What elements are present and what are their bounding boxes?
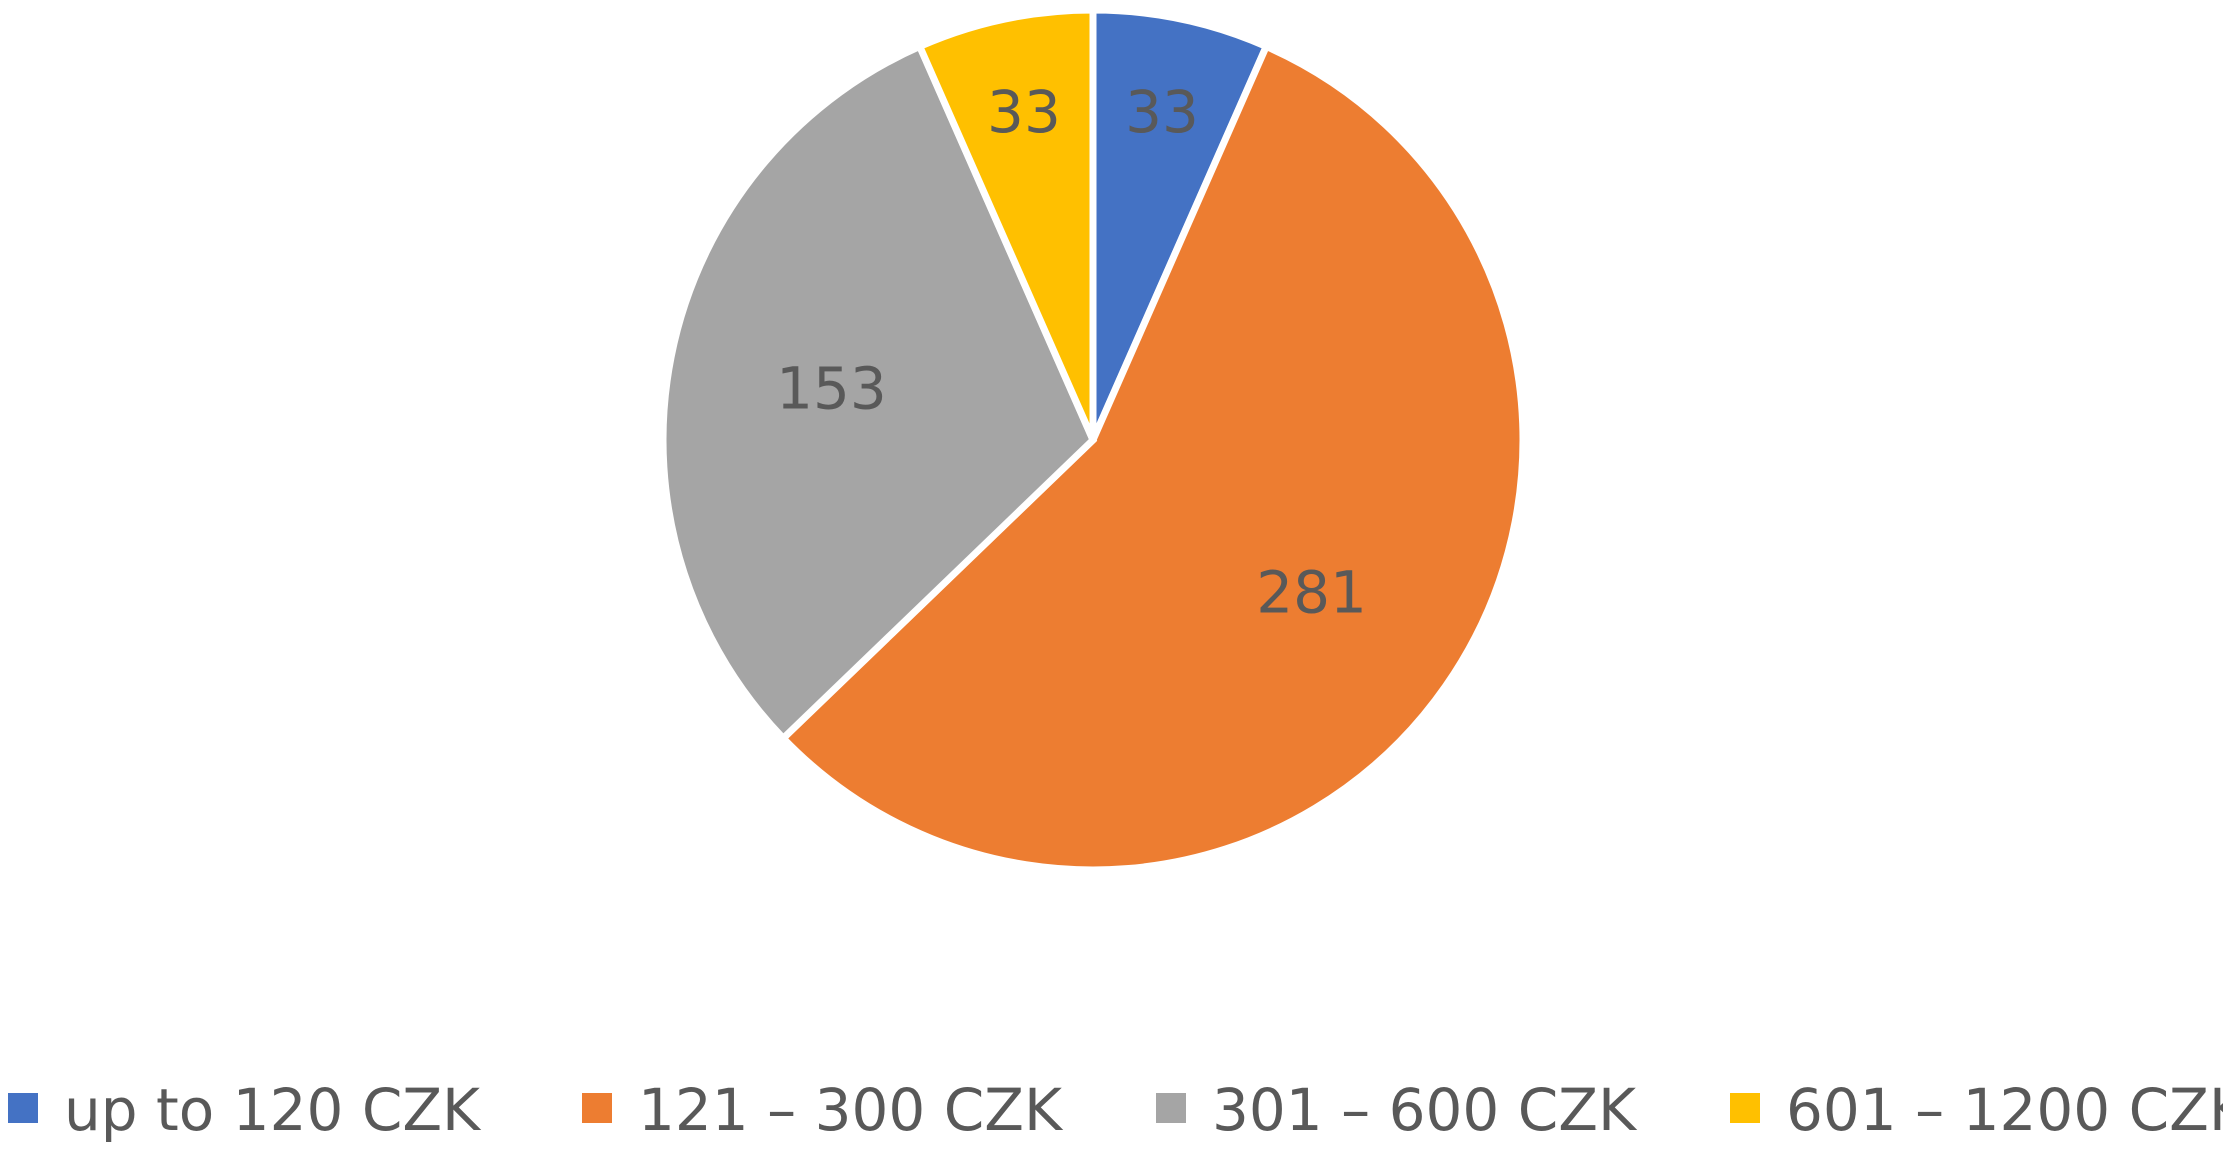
data-label-up-to-120-czk: 33 [1125,78,1199,146]
pie-slice-301-600-czk [659,41,1098,744]
legend-entry-121-300-czk: 121 – 300 CZK [582,1076,1064,1144]
pie-slice-up-to-120-czk [1089,6,1271,442]
legend-swatch-601-1200-czk [1730,1093,1760,1123]
legend-entry-301-600-czk: 301 – 600 CZK [1156,1076,1638,1144]
legend-label-301-600-czk: 301 – 600 CZK [1212,1076,1638,1144]
data-label-601-1200-czk: 33 [987,78,1061,146]
legend-entry-601-1200-czk: 601 – 1200 CZK [1730,1076,2223,1144]
legend: up to 120 CZK 121 – 300 CZK 301 – 600 CZK 6… [8,1076,2223,1144]
legend-entry-up-to-120-czk: up to 120 CZK [8,1076,482,1144]
legend-label-601-1200-czk: 601 – 1200 CZK [1786,1076,2223,1144]
legend-label-up-to-120-czk: up to 120 CZK [64,1076,482,1144]
legend-swatch-up-to-120-czk [8,1093,38,1123]
pie-slice-601-1200-czk [915,6,1097,442]
pie-slice-121-300-czk [778,41,1527,874]
legend-swatch-121-300-czk [582,1093,612,1123]
pie-data-labels: 33 281 153 33 [776,78,1367,627]
legend-label-121-300-czk: 121 – 300 CZK [638,1076,1064,1144]
data-label-121-300-czk: 281 [1256,559,1367,627]
data-label-301-600-czk: 153 [776,354,887,422]
legend-swatch-301-600-czk [1156,1093,1186,1123]
pie-slices [659,6,1527,874]
